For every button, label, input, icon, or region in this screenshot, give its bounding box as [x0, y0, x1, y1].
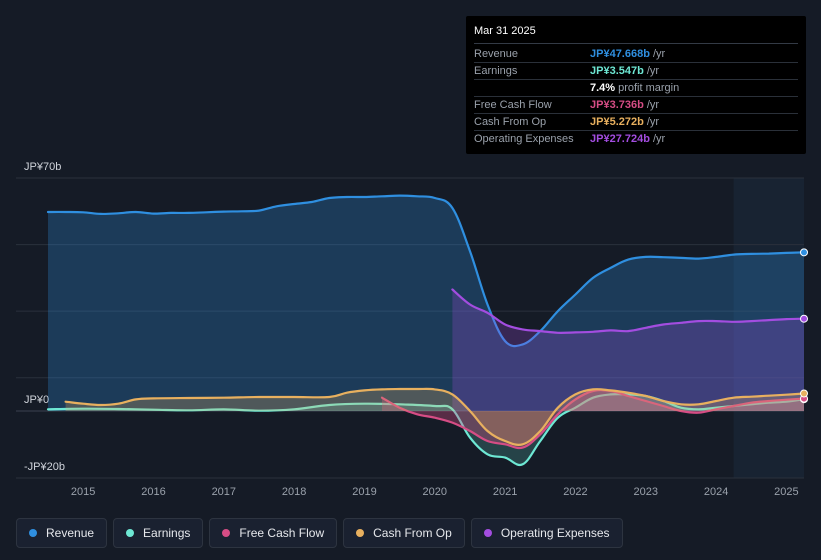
- x-tick-label: 2025: [774, 486, 798, 498]
- operating-expenses-end-marker: [800, 314, 808, 323]
- y-axis-label-bottom: -JP¥20b: [24, 461, 65, 473]
- tooltip-row-free-cash-flow: Free Cash Flow JP¥3.736b/yr: [474, 97, 798, 114]
- tooltip-row-operating-expenses: Operating Expenses JP¥27.724b/yr: [474, 131, 798, 148]
- free-cash-flow-area: [382, 390, 804, 449]
- legend-dot-icon: [483, 529, 492, 537]
- cash-from-op-end-marker: [800, 389, 808, 398]
- x-tick-label: 2022: [563, 486, 587, 498]
- revenue-line: [46, 194, 806, 348]
- x-tick-label: 2015: [71, 486, 95, 498]
- x-tick-label: 2020: [423, 486, 447, 498]
- tooltip-label: Revenue: [474, 48, 519, 60]
- tooltip-row-revenue: Revenue JP¥47.668b/yr: [474, 46, 798, 63]
- x-tick-label: 2021: [493, 486, 517, 498]
- operating-expenses-line: [451, 288, 806, 334]
- legend-dot-icon: [356, 529, 365, 537]
- tooltip-unit: /yr: [646, 65, 660, 77]
- y-axis-label-top: JP¥70b: [24, 161, 61, 173]
- legend-dot-icon: [222, 529, 231, 537]
- tooltip-label: [474, 80, 590, 96]
- tooltip-value: JP¥47.668b: [590, 48, 650, 60]
- x-tick-label: 2023: [634, 486, 658, 498]
- forecast-region: [733, 178, 804, 478]
- tooltip-unit: profit margin: [618, 82, 680, 94]
- legend-item-cash-from-op[interactable]: Cash From Op: [343, 518, 465, 548]
- tooltip-label: Cash From Op: [474, 116, 547, 128]
- legend-dot-icon: [126, 529, 135, 537]
- tooltip-label: Free Cash Flow: [474, 99, 552, 111]
- legend-label: Revenue: [46, 526, 95, 540]
- data-tooltip: Mar 31 2025 Revenue JP¥47.668b/yr Earnings…: [466, 16, 806, 154]
- x-tick-label: 2017: [212, 486, 236, 498]
- tooltip-unit: /yr: [652, 133, 666, 145]
- legend-label: Operating Expenses: [500, 526, 610, 540]
- earnings-area: [48, 394, 804, 465]
- legend-item-operating-expenses[interactable]: Operating Expenses: [470, 518, 623, 548]
- legend-item-earnings[interactable]: Earnings: [113, 518, 204, 548]
- cash-from-op-line: [64, 387, 806, 446]
- x-tick-label: 2018: [282, 486, 306, 498]
- legend-label: Cash From Op: [373, 526, 452, 540]
- legend-item-free-cash-flow[interactable]: Free Cash Flow: [209, 518, 338, 548]
- tooltip-label: Operating Expenses: [474, 133, 574, 145]
- tooltip-unit: /yr: [646, 116, 660, 128]
- free-cash-flow-line: [380, 389, 806, 450]
- tooltip-date: Mar 31 2025: [474, 24, 798, 44]
- tooltip-value: JP¥27.724b: [590, 133, 650, 145]
- tooltip-unit: /yr: [652, 48, 666, 60]
- legend-dot-icon: [29, 529, 37, 537]
- tooltip-value: JP¥3.547b: [590, 65, 644, 77]
- earnings-line: [46, 392, 806, 467]
- x-tick-label: 2019: [352, 486, 376, 498]
- revenue-area: [48, 195, 804, 411]
- tooltip-row-earnings: Earnings JP¥3.547b/yr: [474, 63, 798, 80]
- legend-label: Free Cash Flow: [239, 526, 325, 540]
- legend-label: Earnings: [143, 526, 191, 540]
- tooltip-value: JP¥5.272b: [590, 116, 644, 128]
- x-tick-label: 2016: [141, 486, 165, 498]
- x-tick-label: 2024: [704, 486, 728, 498]
- tooltip-row-cash-from-op: Cash From Op JP¥5.272b/yr: [474, 114, 798, 131]
- tooltip-value: 7.4%: [590, 82, 616, 94]
- legend-item-revenue[interactable]: Revenue: [16, 518, 108, 548]
- revenue-end-marker: [800, 248, 808, 257]
- tooltip-unit: /yr: [646, 99, 660, 111]
- tooltip-value: JP¥3.736b: [590, 99, 644, 111]
- y-axis-label-zero: JP¥0: [24, 394, 49, 406]
- tooltip-row-profit-margin: 7.4% profit margin: [474, 80, 798, 97]
- tooltip-label: Earnings: [474, 65, 518, 77]
- cash-from-op-area: [65, 388, 805, 445]
- operating-expenses-area: [452, 289, 804, 411]
- chart-legend: Revenue Earnings Free Cash Flow Cash From O…: [16, 518, 623, 548]
